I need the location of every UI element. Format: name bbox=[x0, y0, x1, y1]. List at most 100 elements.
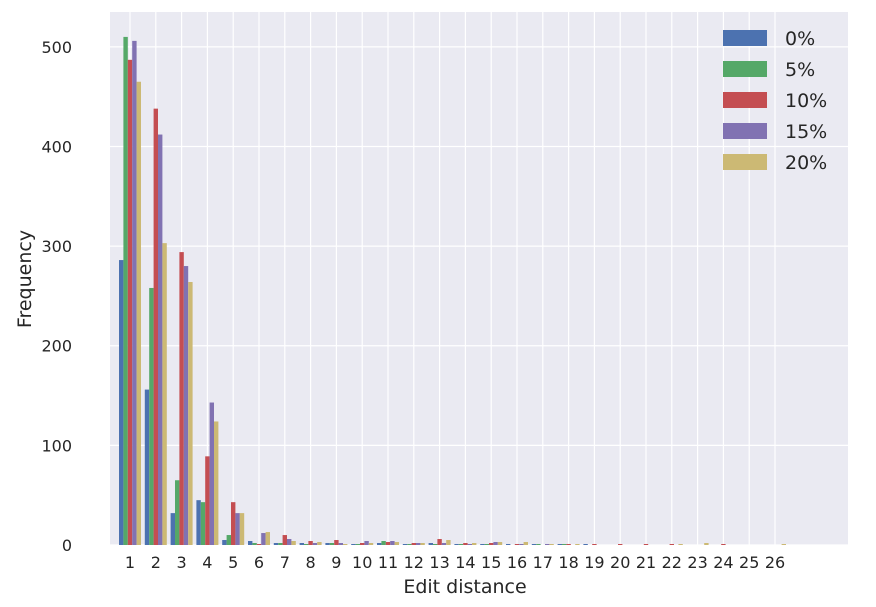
bar bbox=[523, 542, 528, 545]
bar bbox=[273, 543, 279, 545]
bar bbox=[308, 541, 313, 545]
legend-swatch bbox=[723, 30, 767, 46]
bar bbox=[368, 543, 374, 545]
bar bbox=[205, 456, 210, 545]
x-tick-label: 11 bbox=[378, 553, 398, 572]
bar bbox=[484, 544, 489, 545]
x-tick-label: 7 bbox=[280, 553, 290, 572]
bar bbox=[123, 36, 128, 545]
bar bbox=[566, 544, 571, 545]
bar bbox=[312, 543, 318, 545]
bar bbox=[669, 544, 674, 545]
bar bbox=[781, 544, 786, 545]
bar bbox=[162, 243, 167, 545]
bar bbox=[183, 266, 189, 545]
bar bbox=[480, 544, 485, 545]
bar bbox=[514, 544, 520, 545]
bar bbox=[351, 544, 356, 545]
bar bbox=[704, 543, 709, 545]
legend-label: 0% bbox=[785, 28, 815, 50]
bar bbox=[411, 543, 416, 545]
x-tick-label: 26 bbox=[765, 553, 785, 572]
x-tick-label: 5 bbox=[228, 553, 238, 572]
bar bbox=[252, 543, 257, 545]
bar bbox=[463, 543, 468, 545]
x-tick-label: 4 bbox=[202, 553, 212, 572]
bar bbox=[170, 513, 175, 545]
bar bbox=[536, 544, 541, 545]
x-tick-label: 22 bbox=[662, 553, 682, 572]
x-tick-label: 17 bbox=[533, 553, 553, 572]
bar bbox=[239, 513, 245, 545]
bar bbox=[214, 421, 219, 545]
bar bbox=[343, 544, 348, 545]
bar bbox=[531, 544, 537, 545]
x-tick-label: 2 bbox=[151, 553, 161, 572]
bar bbox=[441, 543, 447, 545]
bar bbox=[557, 544, 562, 545]
x-tick-label: 25 bbox=[739, 553, 759, 572]
bar bbox=[575, 544, 580, 545]
bar bbox=[325, 543, 330, 545]
bar bbox=[278, 543, 283, 545]
bar bbox=[549, 544, 554, 545]
y-tick-label: 200 bbox=[41, 337, 72, 356]
bar bbox=[127, 59, 133, 545]
x-tick-label: 23 bbox=[687, 553, 707, 572]
bar bbox=[402, 544, 408, 545]
y-tick-label: 100 bbox=[41, 436, 72, 455]
bar bbox=[618, 544, 623, 545]
bar bbox=[334, 540, 339, 545]
bar bbox=[364, 541, 369, 545]
x-tick-label: 14 bbox=[455, 553, 475, 572]
bar bbox=[420, 543, 425, 545]
bar bbox=[235, 513, 240, 545]
x-tick-label: 21 bbox=[636, 553, 656, 572]
x-tick-label: 12 bbox=[404, 553, 424, 572]
bar bbox=[299, 543, 304, 545]
bar bbox=[200, 502, 206, 545]
x-tick-label: 13 bbox=[429, 553, 449, 572]
bar bbox=[287, 539, 292, 545]
bar bbox=[291, 541, 296, 545]
bar bbox=[188, 281, 193, 545]
y-tick-label: 0 bbox=[62, 536, 72, 555]
y-axis-title: Frequency bbox=[14, 230, 36, 328]
bar bbox=[506, 544, 511, 545]
x-tick-label: 19 bbox=[584, 553, 604, 572]
bar bbox=[132, 40, 137, 545]
y-tick-labels: 0 100 200 300 400 500 bbox=[41, 38, 72, 555]
legend-swatch bbox=[723, 154, 767, 170]
legend-label: 5% bbox=[785, 59, 815, 81]
y-tick-label: 400 bbox=[41, 137, 72, 156]
bar bbox=[360, 543, 365, 545]
x-tick-label: 8 bbox=[306, 553, 316, 572]
legend-label: 15% bbox=[785, 121, 827, 143]
bar bbox=[355, 544, 360, 545]
bar bbox=[433, 544, 438, 545]
legend-swatch bbox=[723, 61, 767, 77]
bar bbox=[149, 287, 154, 545]
bar bbox=[437, 539, 442, 545]
bars bbox=[119, 36, 786, 546]
bar bbox=[256, 544, 262, 545]
bar bbox=[454, 544, 459, 545]
bar bbox=[261, 533, 266, 545]
x-tick-label: 16 bbox=[507, 553, 527, 572]
bar bbox=[721, 544, 726, 545]
x-tick-label: 24 bbox=[713, 553, 733, 572]
bar bbox=[519, 544, 524, 545]
bar bbox=[458, 544, 464, 545]
x-tick-label: 1 bbox=[125, 553, 135, 572]
bar bbox=[248, 541, 253, 545]
bar bbox=[304, 544, 309, 545]
plot-background bbox=[110, 12, 848, 545]
x-axis-title: Edit distance bbox=[403, 576, 526, 598]
bar bbox=[179, 252, 184, 545]
x-tick-label: 20 bbox=[610, 553, 630, 572]
bar bbox=[446, 540, 451, 545]
bar bbox=[381, 541, 386, 545]
bar bbox=[119, 260, 124, 545]
bar bbox=[136, 81, 141, 546]
